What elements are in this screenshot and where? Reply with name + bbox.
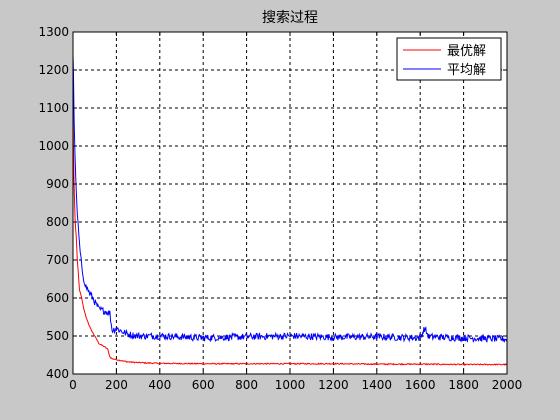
legend-box bbox=[396, 37, 502, 81]
y-tick-label: 1300 bbox=[38, 25, 69, 39]
y-tick-label: 400 bbox=[46, 367, 69, 381]
y-tick-label: 700 bbox=[46, 253, 69, 267]
x-tick-label: 1400 bbox=[362, 378, 393, 392]
y-tick-label: 800 bbox=[46, 215, 69, 229]
y-tick-label: 1100 bbox=[38, 101, 69, 115]
y-tick-label: 1000 bbox=[38, 139, 69, 153]
legend-label: 最优解 bbox=[447, 44, 486, 59]
y-tick-label: 500 bbox=[46, 329, 69, 343]
y-tick-label: 900 bbox=[46, 177, 69, 191]
x-tick-label: 1600 bbox=[405, 378, 436, 392]
x-tick-label: 400 bbox=[148, 378, 171, 392]
x-tick-label: 200 bbox=[105, 378, 128, 392]
y-tick-label: 1200 bbox=[38, 63, 69, 77]
x-tick-label: 2000 bbox=[492, 378, 523, 392]
y-tick-label: 600 bbox=[46, 291, 69, 305]
series-line-2 bbox=[72, 54, 508, 344]
x-tick-label: 600 bbox=[192, 378, 215, 392]
series-line-1 bbox=[72, 77, 508, 367]
x-tick-label: 0 bbox=[69, 378, 77, 392]
x-tick-label: 1200 bbox=[318, 378, 349, 392]
x-tick-label: 1000 bbox=[275, 378, 306, 392]
chart-title: 搜索过程 bbox=[262, 9, 318, 26]
x-tick-label: 1800 bbox=[448, 378, 479, 392]
legend-label: 平均解 bbox=[447, 63, 486, 78]
axis-ticks: 0 200 400 600 800 1000 1200 1400 1600 1800 2000 400… bbox=[38, 25, 522, 392]
x-tick-label: 800 bbox=[235, 378, 258, 392]
series-layer bbox=[72, 54, 508, 367]
